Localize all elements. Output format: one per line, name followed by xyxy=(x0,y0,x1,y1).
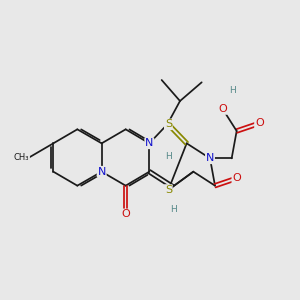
Text: H: H xyxy=(165,152,172,161)
Text: O: O xyxy=(121,209,130,219)
Text: S: S xyxy=(165,185,172,195)
Text: N: N xyxy=(206,153,214,163)
Text: H: H xyxy=(171,205,177,214)
Text: N: N xyxy=(98,167,106,177)
Text: N: N xyxy=(145,138,154,148)
Text: O: O xyxy=(232,173,241,183)
Text: O: O xyxy=(218,104,227,114)
Text: H: H xyxy=(229,85,236,94)
Text: CH₃: CH₃ xyxy=(14,153,29,162)
Text: O: O xyxy=(255,118,264,128)
Text: S: S xyxy=(165,119,172,129)
